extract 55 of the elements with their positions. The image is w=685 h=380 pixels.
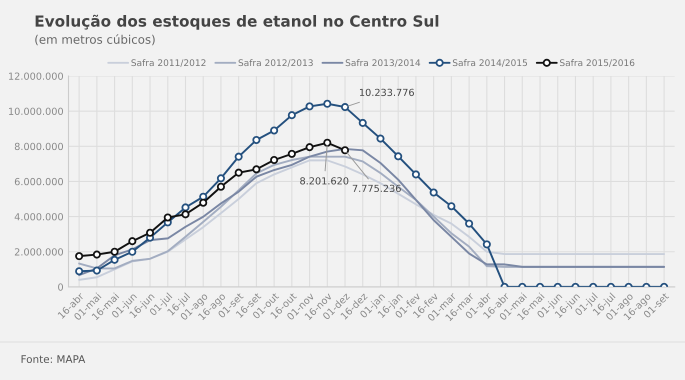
y-tick-label: 0 [58, 283, 63, 291]
legend-label: Safra 2011/2012 [131, 59, 206, 67]
point [288, 150, 296, 158]
annotation: 7.775.236 [352, 184, 401, 192]
point [75, 267, 84, 276]
y-tick-label: 4.000.000 [14, 213, 63, 220]
point [181, 203, 190, 212]
point [465, 220, 474, 228]
point [323, 100, 332, 108]
point [128, 248, 136, 256]
point [340, 103, 350, 112]
point [306, 102, 314, 110]
point [110, 248, 119, 256]
point [252, 165, 260, 174]
point [270, 126, 278, 135]
y-tick-label: 2.000.000 [14, 248, 63, 256]
legend-label: Safra 2013/2014 [346, 59, 420, 67]
point [110, 256, 119, 264]
y-tick-label: 10.000.000 [9, 108, 63, 115]
legend-label: Safra 2015/2016 [560, 59, 634, 67]
annotation: 8.201.620 [300, 177, 348, 185]
point [430, 188, 438, 197]
legend-label: Safra 2012/2013 [238, 59, 313, 67]
point [216, 174, 225, 182]
point [92, 250, 101, 259]
point [288, 111, 296, 120]
point [234, 168, 243, 177]
point [181, 210, 190, 218]
point [146, 228, 154, 237]
point [216, 182, 225, 191]
point [376, 134, 385, 143]
point [252, 136, 260, 144]
y-tick-label: 6.000.000 [14, 178, 63, 186]
legend-label: Safra 2014/2015 [452, 59, 528, 67]
point [234, 152, 243, 161]
point [75, 252, 84, 260]
point [394, 152, 402, 160]
point [306, 143, 314, 152]
annotation: 10.233.776 [360, 88, 414, 96]
point [340, 146, 350, 154]
point [199, 198, 208, 207]
point [164, 213, 172, 222]
point [128, 237, 136, 246]
y-tick-label: 8.000.000 [14, 142, 63, 150]
point [482, 240, 491, 248]
point [358, 118, 367, 127]
point [412, 170, 420, 178]
chart-subtitle: (em metros cúbicos) [35, 34, 155, 46]
point [92, 266, 101, 275]
point [270, 156, 278, 164]
point [323, 138, 332, 147]
y-tick-label: 12.000.000 [9, 72, 63, 80]
point [447, 202, 456, 210]
source-note: Fonte: MAPA [22, 355, 86, 364]
chart-title: Evolução dos estoques de etanol no Centro Sul [36, 14, 438, 30]
